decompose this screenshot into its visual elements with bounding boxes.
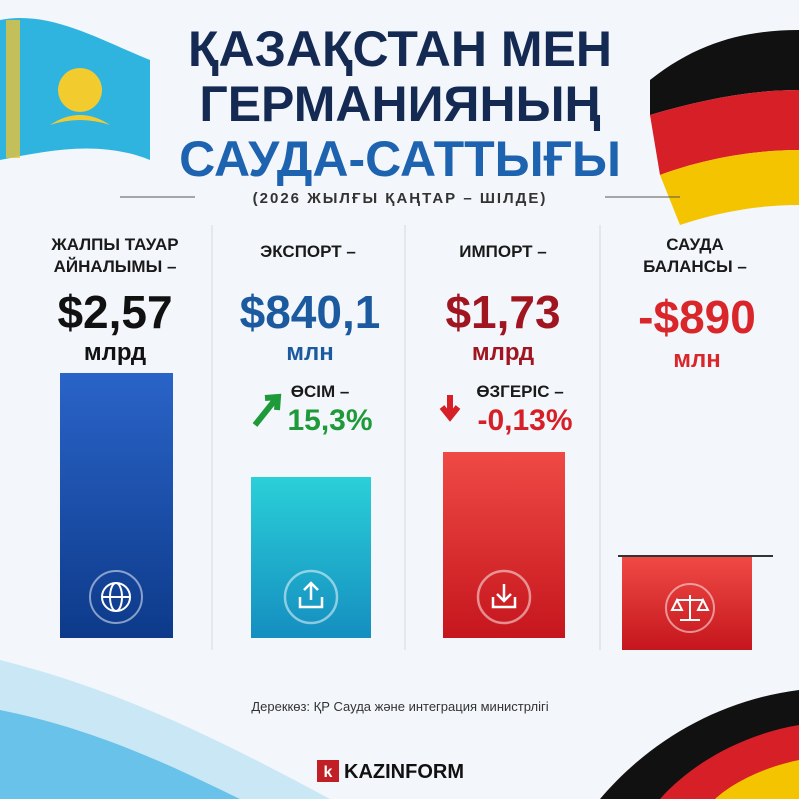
unit: млрд <box>84 339 146 366</box>
value: $2,57 <box>57 286 172 338</box>
column-label: АЙНАЛЫМЫ – <box>54 257 177 276</box>
title-line: САУДА-САТТЫҒЫ <box>179 131 621 187</box>
change-label: ӨЗГЕРІС – <box>476 382 563 401</box>
value: -$890 <box>638 291 756 343</box>
wave <box>715 760 799 799</box>
change-label: ӨСІМ – <box>291 382 350 401</box>
down-arrow <box>439 395 461 422</box>
subtitle: (2026 ЖЫЛҒЫ ҚАҢТАР – ШІЛДЕ) <box>253 190 548 207</box>
bar <box>622 557 752 650</box>
unit: млрд <box>472 339 534 366</box>
column-label: САУДА <box>666 235 724 254</box>
value: $840,1 <box>240 286 381 338</box>
wave <box>0 710 240 799</box>
de-flag <box>650 30 799 225</box>
scales-icon <box>665 583 715 633</box>
up-arrow <box>252 393 282 427</box>
title-line: ГЕРМАНИЯНЫҢ <box>199 76 600 132</box>
brand: KAZINFORM <box>344 761 464 783</box>
source: Дереккөз: ҚР Сауда және интеграция минис… <box>251 699 548 714</box>
bar <box>60 373 173 638</box>
column-label: ЭКСПОРТ – <box>260 242 356 261</box>
column-label: БАЛАНСЫ – <box>643 257 747 276</box>
value: $1,73 <box>445 286 560 338</box>
change-value: 15,3% <box>287 404 372 437</box>
globe-icon <box>89 570 143 624</box>
kz-flag <box>0 18 150 160</box>
column-label: ИМПОРТ – <box>459 242 547 261</box>
bar <box>251 477 371 638</box>
column-label: ЖАЛПЫ ТАУАР <box>50 235 178 254</box>
unit: млн <box>673 346 721 373</box>
dividers <box>211 225 601 650</box>
logo-box <box>317 760 339 782</box>
logo-letter: k <box>324 764 333 781</box>
upload-icon <box>283 569 339 625</box>
bar <box>443 452 565 638</box>
unit: млн <box>286 339 334 366</box>
download-icon <box>476 569 532 625</box>
change-value: -0,13% <box>477 404 572 437</box>
title-line: ҚАЗАҚСТАН МЕН <box>188 21 612 77</box>
